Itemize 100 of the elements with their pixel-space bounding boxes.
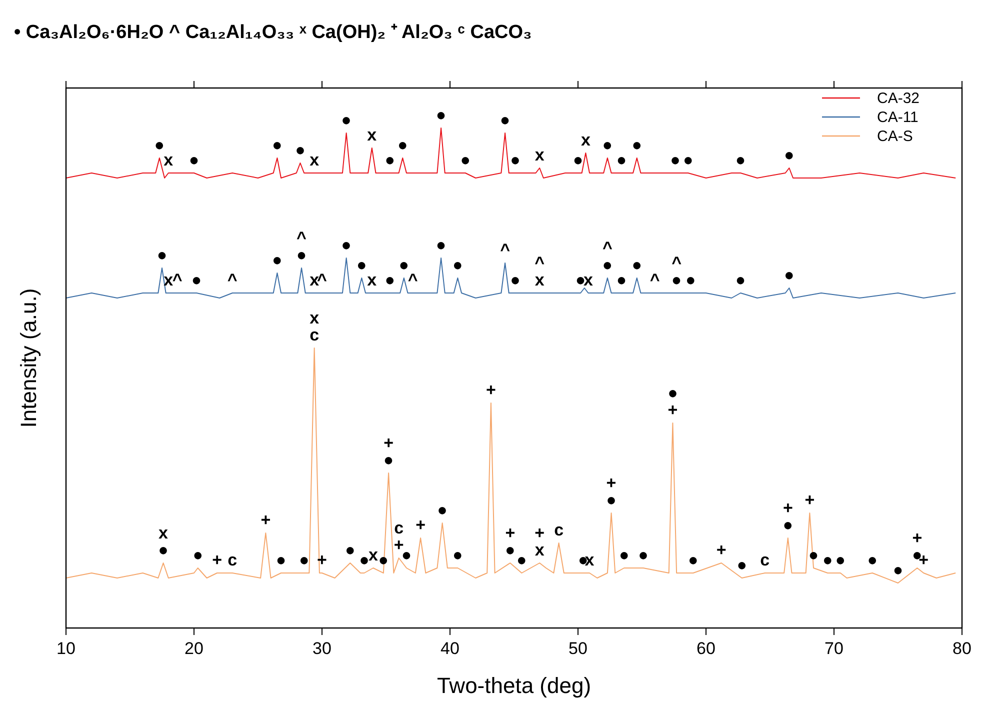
annotation: ● <box>867 550 878 570</box>
annotation: ● <box>192 546 203 564</box>
annotation: ● <box>602 256 613 274</box>
annotation: ● <box>384 150 395 170</box>
annotation: c <box>760 550 770 570</box>
annotation: ● <box>686 270 696 290</box>
x-tick-label: 60 <box>696 639 716 658</box>
annotation: ● <box>359 550 370 570</box>
annotation: ● <box>670 150 680 170</box>
annotation: ● <box>341 236 352 254</box>
annotation: + <box>212 550 222 570</box>
annotation: ● <box>452 546 463 564</box>
annotation: ● <box>632 136 642 154</box>
annotation: ● <box>735 150 746 170</box>
annotation: ● <box>500 110 510 130</box>
annotation: + <box>486 380 496 400</box>
annotation: ^ <box>672 254 682 272</box>
annotation: ● <box>436 106 446 124</box>
annotation: ● <box>436 236 446 254</box>
annotation: x <box>534 146 545 164</box>
x-axis-title: Two-theta (deg) <box>436 673 592 698</box>
annotation: c <box>554 520 564 540</box>
annotation: ● <box>632 256 642 274</box>
annotation: ^ <box>650 270 660 290</box>
annotation: ● <box>668 384 678 402</box>
annotation: + <box>912 528 922 548</box>
annotation: x <box>368 546 378 564</box>
annotation: ● <box>356 256 367 274</box>
annotation: + <box>384 434 394 452</box>
annotation: ^ <box>534 254 545 272</box>
x-tick-label: 70 <box>824 639 844 658</box>
annotation: ● <box>188 150 200 170</box>
annotation: c <box>394 518 404 538</box>
annotation: ● <box>510 150 520 170</box>
annotation: ● <box>616 150 627 170</box>
annotation: + <box>606 474 616 492</box>
annotation: ● <box>460 150 470 170</box>
annotation: ● <box>158 540 168 560</box>
y-axis-title: Intensity (a.u.) <box>16 288 41 428</box>
annotation: + <box>668 400 678 420</box>
annotation: ● <box>784 146 794 164</box>
annotation: ● <box>736 556 747 574</box>
annotation: c <box>310 326 320 344</box>
annotation: ● <box>688 550 698 570</box>
annotation: x <box>164 150 174 170</box>
x-tick-label: 50 <box>568 639 588 658</box>
annotation: ● <box>401 546 412 564</box>
annotation: ● <box>276 550 286 570</box>
annotation: x <box>580 130 591 150</box>
annotation: ● <box>822 550 833 570</box>
annotation: ^ <box>296 228 307 248</box>
annotation: ● <box>345 540 356 560</box>
annotation: ● <box>835 550 846 570</box>
annotation: + <box>534 524 545 542</box>
annotation: x <box>367 126 378 144</box>
x-tick-label: 10 <box>56 639 76 658</box>
annotation: ● <box>398 136 408 154</box>
annotation: ● <box>298 550 310 570</box>
annotation: ● <box>295 140 306 160</box>
annotation: x <box>534 540 545 560</box>
x-tick-label: 20 <box>184 639 204 658</box>
legend-label: CA-S <box>877 128 913 145</box>
annotation: x <box>310 270 320 290</box>
annotation: ● <box>510 270 520 290</box>
annotation: ● <box>516 550 527 570</box>
annotation: ● <box>341 110 352 130</box>
annotation: x <box>310 150 320 170</box>
annotation: ^ <box>227 270 238 290</box>
annotation: ^ <box>602 238 612 258</box>
annotation: ● <box>735 270 746 290</box>
annotation: ● <box>191 270 202 290</box>
legend-label: CA-11 <box>877 109 918 126</box>
annotation: ^ <box>500 240 510 260</box>
annotation: ● <box>616 270 627 290</box>
annotation: ● <box>383 450 394 470</box>
annotation: + <box>804 490 815 510</box>
annotation: + <box>782 498 793 518</box>
annotation: ● <box>682 150 694 170</box>
annotation: + <box>394 536 404 554</box>
annotation: c <box>228 550 238 570</box>
annotation: + <box>416 516 426 534</box>
annotation: x <box>367 270 378 290</box>
annotation: x <box>584 270 594 290</box>
annotation: ^ <box>408 270 418 290</box>
annotation: ^ <box>172 270 182 290</box>
annotation: ● <box>437 500 448 520</box>
annotation: ● <box>156 246 168 264</box>
annotation: + <box>260 510 271 530</box>
x-tick-label: 30 <box>312 639 332 658</box>
annotation: ● <box>398 256 410 274</box>
annotation: ● <box>671 270 682 290</box>
annotation: ● <box>272 136 282 154</box>
annotation: + <box>505 524 516 542</box>
x-tick-label: 80 <box>952 639 972 658</box>
chart-title: • Ca₃Al₂O₆·6H₂O ^ Ca₁₂Al₁₄O₃₃ ˣ Ca(OH)₂ ⁺ Al₂O₃ ᶜ CaCO₃ <box>14 22 532 43</box>
annotation: ● <box>384 270 395 290</box>
annotation: ● <box>784 266 794 284</box>
x-tick-label: 40 <box>440 639 460 658</box>
annotation: ● <box>892 560 904 580</box>
annotation: ● <box>154 136 165 154</box>
